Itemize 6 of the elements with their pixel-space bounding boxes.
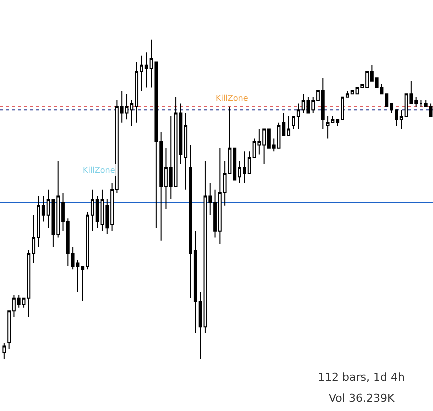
annotation: KillZone: [83, 166, 116, 175]
candlestick: [420, 100, 423, 108]
text: Vol 36.239K: [329, 392, 396, 405]
annotation: KillZone: [216, 94, 248, 103]
candlestick: [2, 342, 6, 360]
text: 112 bars, 1d 4h: [318, 371, 405, 384]
